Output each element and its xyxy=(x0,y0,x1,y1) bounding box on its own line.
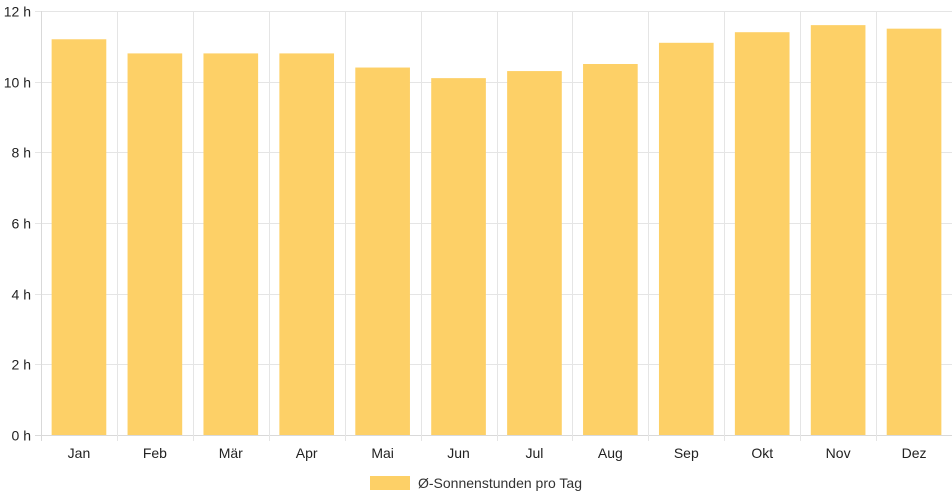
y-tick-label: 8 h xyxy=(12,145,31,161)
x-axis-tick-labels: Jan Feb Mär Apr Mai Jun Jul Aug Sep Okt Nov Dez xyxy=(68,445,927,461)
x-tick-label: Okt xyxy=(751,445,773,461)
x-tick-label: Dez xyxy=(902,445,927,461)
y-axis-tick-labels: 0 h 2 h 4 h 6 h 8 h 10 h 12 h xyxy=(4,4,31,444)
y-tick-label: 6 h xyxy=(12,216,31,232)
bar-nov[interactable] xyxy=(810,25,866,436)
x-tick-label: Jan xyxy=(68,445,91,461)
y-tick-label: 0 h xyxy=(12,428,31,444)
bar-apr[interactable] xyxy=(279,53,335,436)
x-tick-label: Sep xyxy=(674,445,699,461)
y-tick-label: 2 h xyxy=(12,357,31,373)
legend[interactable]: Ø-Sonnenstunden pro Tag xyxy=(0,472,952,494)
bar-feb[interactable] xyxy=(127,53,183,436)
x-tick-label: Mai xyxy=(371,445,394,461)
x-tick-label: Mär xyxy=(219,445,243,461)
x-tick-label: Nov xyxy=(826,445,851,461)
x-tick-label: Aug xyxy=(598,445,623,461)
legend-swatch xyxy=(370,476,410,490)
y-tick-label: 10 h xyxy=(4,75,31,91)
x-tick-label: Feb xyxy=(143,445,167,461)
bar-jul[interactable] xyxy=(507,71,562,436)
bar-okt[interactable] xyxy=(734,32,790,435)
x-tick-label: Apr xyxy=(296,445,318,461)
y-tick-label: 4 h xyxy=(12,287,31,303)
grid-lines xyxy=(35,11,952,441)
bar-jun[interactable] xyxy=(431,78,486,435)
x-tick-label: Jul xyxy=(526,445,544,461)
bar-sep[interactable] xyxy=(658,42,714,436)
bar-jan[interactable] xyxy=(51,39,107,436)
legend-label: Ø-Sonnenstunden pro Tag xyxy=(418,475,582,491)
y-tick-label: 12 h xyxy=(4,4,31,20)
bar-mär[interactable] xyxy=(203,53,259,436)
x-tick-label: Jun xyxy=(447,445,470,461)
bar-dez[interactable] xyxy=(886,28,942,436)
bar-mai[interactable] xyxy=(355,67,410,436)
bar-aug[interactable] xyxy=(583,64,638,435)
bars xyxy=(51,25,942,436)
